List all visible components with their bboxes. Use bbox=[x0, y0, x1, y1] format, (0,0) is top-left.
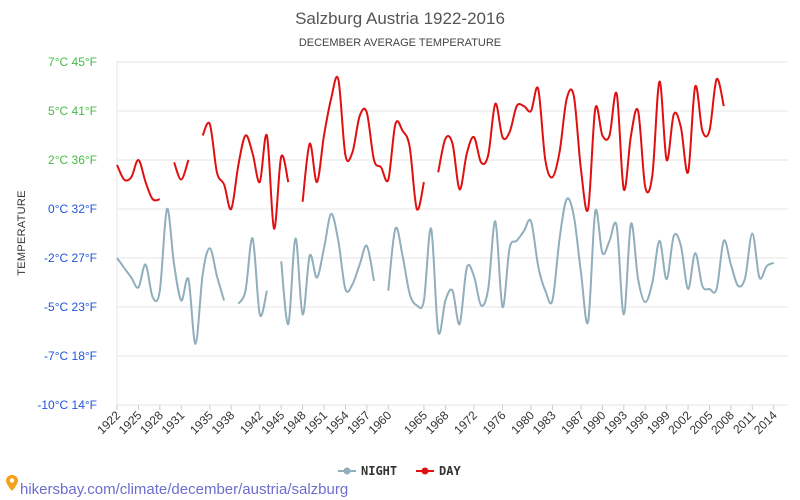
x-tick-label: 1983 bbox=[530, 408, 559, 437]
y-tick-label: 7°C 45°F bbox=[48, 55, 97, 69]
series-lines bbox=[116, 75, 775, 345]
chart-title: Salzburg Austria 1922-2016 bbox=[295, 9, 505, 28]
series-line-segment bbox=[301, 75, 425, 211]
y-tick-label: -10°C 14°F bbox=[37, 398, 97, 412]
series-line-segment bbox=[116, 158, 161, 202]
y-tick-label: -2°C 27°F bbox=[44, 251, 97, 265]
y-axis-ticks: 7°C 45°F 5°C 41°F 2°C 36°F 0°C 32°F -2°C 27°… bbox=[37, 55, 97, 412]
legend-label: DAY bbox=[439, 464, 461, 478]
x-tick-label: 2011 bbox=[730, 408, 758, 436]
series-line-segment bbox=[201, 121, 290, 230]
series-line-segment bbox=[387, 197, 775, 335]
y-tick-label: -7°C 18°F bbox=[44, 349, 97, 363]
x-tick-label: 1960 bbox=[366, 408, 395, 437]
y-tick-label: 5°C 41°F bbox=[48, 104, 97, 118]
map-pin-icon bbox=[6, 475, 18, 491]
source-text[interactable]: hikersbay.com/climate/december/austria/s… bbox=[20, 481, 348, 498]
series-line-segment bbox=[116, 207, 226, 345]
y-axis-label: TEMPERATURE bbox=[16, 190, 28, 276]
grid bbox=[116, 61, 788, 406]
legend-item-night[interactable]: NIGHT bbox=[338, 464, 397, 478]
series-line-segment bbox=[280, 212, 375, 326]
series-line-segment bbox=[173, 159, 190, 181]
series-line-segment bbox=[237, 237, 268, 318]
y-tick-label: 2°C 36°F bbox=[48, 153, 97, 167]
source-link[interactable]: hikersbay.com/climate/december/austria/s… bbox=[6, 475, 348, 498]
y-tick-label: -5°C 23°F bbox=[44, 300, 97, 314]
y-tick-label: 0°C 32°F bbox=[48, 202, 97, 216]
x-tick-label: 1968 bbox=[423, 408, 452, 437]
series-line-segment bbox=[437, 77, 725, 213]
legend-marker-icon bbox=[421, 467, 429, 475]
series-day bbox=[116, 75, 725, 230]
x-tick-label: 1931 bbox=[159, 408, 188, 437]
legend[interactable]: NIGHT DAY bbox=[338, 464, 461, 478]
legend-label: NIGHT bbox=[361, 464, 397, 478]
x-tick-label: 1976 bbox=[480, 408, 509, 437]
legend-item-day[interactable]: DAY bbox=[416, 464, 461, 478]
x-tick-label: 2014 bbox=[751, 408, 780, 437]
chart-subtitle: DECEMBER AVERAGE TEMPERATURE bbox=[299, 37, 501, 49]
series-night bbox=[116, 197, 775, 345]
legend-marker-icon bbox=[343, 467, 351, 475]
x-tick-label: 1938 bbox=[209, 408, 238, 437]
x-tick-label: 1972 bbox=[451, 408, 480, 437]
